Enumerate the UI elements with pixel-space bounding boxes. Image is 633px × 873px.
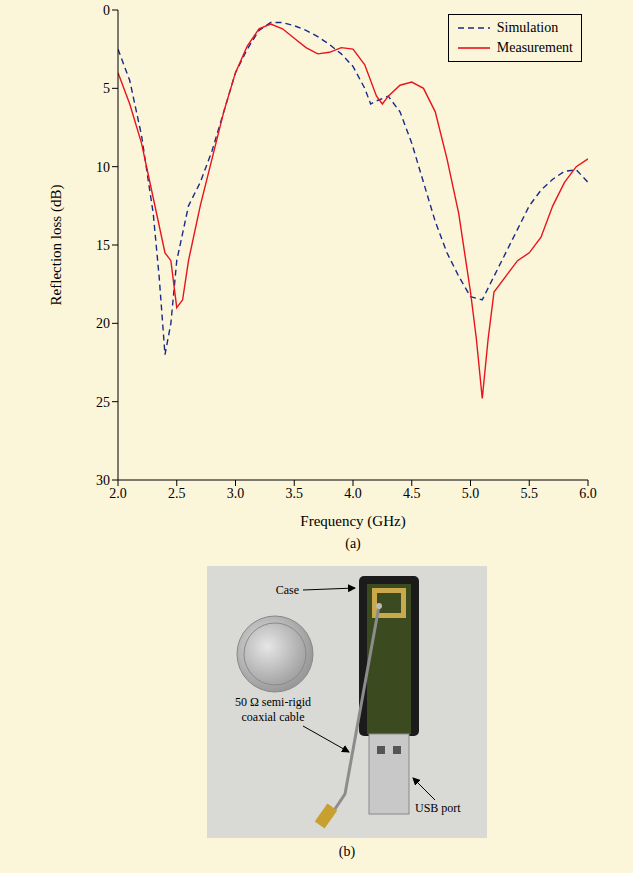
svg-text:5.5: 5.5 bbox=[521, 486, 539, 501]
svg-text:50 Ω semi-rigid: 50 Ω semi-rigid bbox=[235, 695, 311, 709]
html-text:Simulation: Simulation bbox=[496, 20, 559, 35]
svg-text:coaxial cable: coaxial cable bbox=[242, 710, 305, 724]
svg-text:4.5: 4.5 bbox=[403, 486, 421, 501]
svg-text:0: 0 bbox=[103, 3, 110, 18]
svg-text:20: 20 bbox=[96, 316, 110, 331]
svg-text:15: 15 bbox=[96, 238, 110, 253]
svg-text:4.0: 4.0 bbox=[344, 486, 362, 501]
html-text:(a): (a) bbox=[345, 536, 361, 551]
svg-text:10: 10 bbox=[96, 160, 110, 175]
html-text:(b): (b) bbox=[338, 844, 356, 859]
svg-text:3.0: 3.0 bbox=[227, 486, 245, 501]
svg-text:2.0: 2.0 bbox=[109, 486, 127, 501]
svg-text:Case: Case bbox=[276, 583, 299, 597]
svg-text:2.5: 2.5 bbox=[168, 486, 186, 501]
svg-text:25: 25 bbox=[96, 395, 110, 410]
svg-text:5.0: 5.0 bbox=[462, 486, 480, 501]
svg-text:30: 30 bbox=[96, 473, 110, 488]
html-text:Measurement: Measurement bbox=[496, 40, 573, 55]
svg-text:Frequency (GHz): Frequency (GHz) bbox=[300, 513, 405, 530]
svg-text:6.0: 6.0 bbox=[579, 486, 597, 501]
svg-text:3.5: 3.5 bbox=[286, 486, 304, 501]
svg-text:5: 5 bbox=[103, 81, 110, 96]
svg-text:USB port: USB port bbox=[415, 801, 461, 815]
svg-text:Reflection loss (dB): Reflection loss (dB) bbox=[48, 185, 65, 306]
